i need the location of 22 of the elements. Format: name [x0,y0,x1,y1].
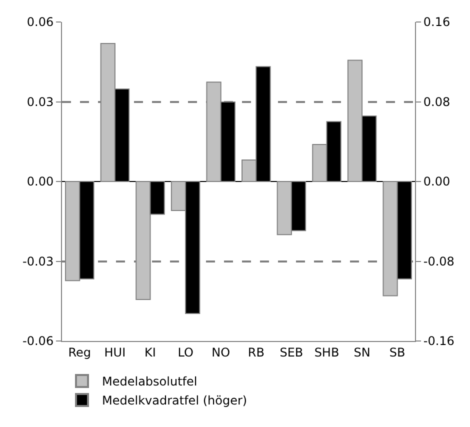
x-tick-label: SN [354,345,370,360]
x-tick-label: RB [248,345,264,360]
y2-tick-label: -0.08 [423,254,454,268]
y-tick-label: 0.03 [26,94,54,109]
y-tick-label: -0.06 [22,334,54,348]
y-tick-label: -0.03 [22,254,54,268]
legend-label: Medelabsolutfel [102,374,198,389]
legend-label: Medelkvadratfel (höger) [102,394,248,408]
x-tick-label: NO [212,345,230,360]
y-tick-label: 0.06 [26,15,54,30]
x-tick-label: Reg [68,345,92,360]
x-tick-label: LO [178,345,194,360]
y2-tick-label: 0.00 [423,174,450,189]
y2-tick-label: -0.16 [423,334,454,348]
x-tick-label: HUI [104,345,126,360]
x-tick-label: KI [144,345,156,360]
x-tick-label: SHB [314,345,340,360]
y-tick-label: 0.00 [26,174,54,189]
y2-tick-label: 0.16 [423,15,450,30]
x-tick-label: SB [389,345,406,360]
y2-tick-label: 0.08 [423,94,450,109]
x-tick-label: SEB [280,345,304,360]
